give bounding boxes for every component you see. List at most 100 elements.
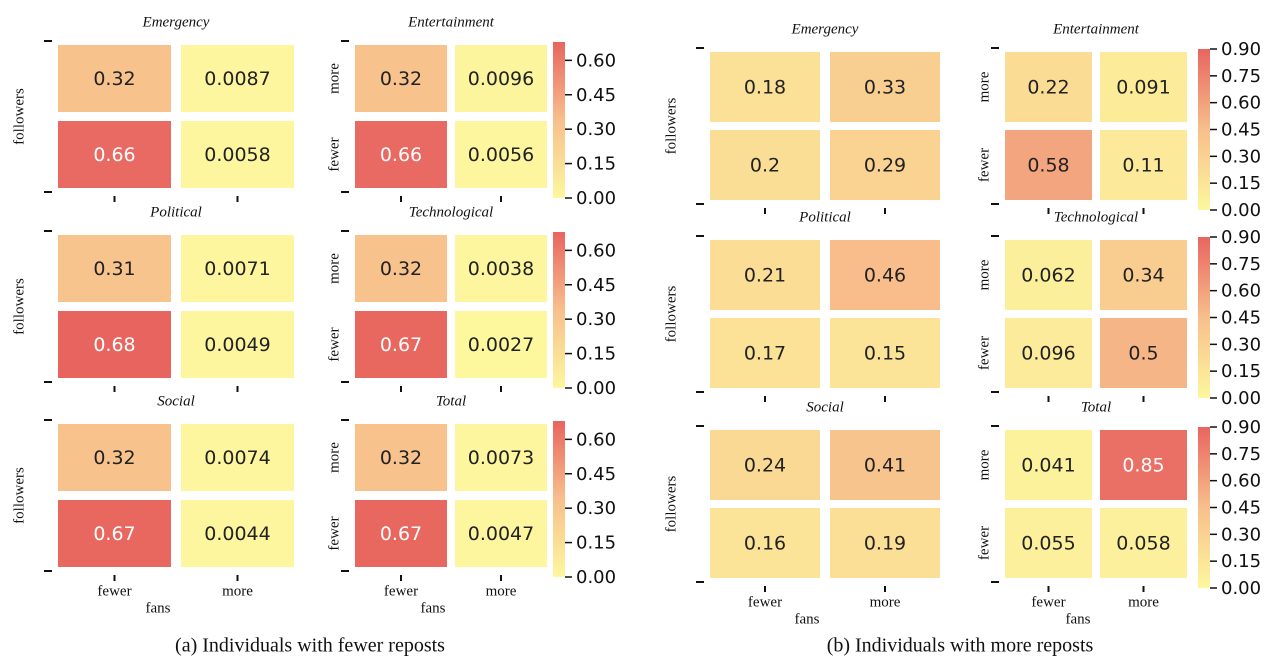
colorbar-tick-label: 0.45	[1221, 120, 1261, 141]
colorbar	[553, 232, 565, 388]
heatmap-cell	[455, 235, 547, 302]
colorbar-tick-label: 0.15	[1221, 173, 1261, 194]
colorbar	[553, 42, 565, 198]
x-tick-label: more	[870, 594, 901, 610]
heatmap-cell	[710, 430, 820, 500]
colorbar-tick-label: 0.30	[576, 119, 616, 140]
heatmap-cell	[181, 121, 294, 188]
heatmap-cell	[355, 45, 447, 112]
y-tick-label: fewer	[326, 516, 342, 550]
subplot-title: Technological	[1054, 209, 1138, 225]
y-axis-label: followers	[11, 278, 27, 335]
cell-label: 0.67	[93, 523, 135, 545]
caption: (a) Individuals with fewer reposts	[175, 635, 445, 657]
heatmap-cell	[1100, 318, 1187, 388]
cell-label: 0.096	[1021, 343, 1075, 365]
heatmap-cell	[355, 121, 447, 188]
cell-label: 0.32	[380, 258, 422, 280]
heatmap-cell	[830, 430, 940, 500]
cell-label: 0.29	[864, 155, 906, 177]
cell-label: 0.66	[93, 144, 135, 166]
cell-label: 0.055	[1021, 533, 1075, 555]
heatmap-cell	[355, 235, 447, 302]
cell-label: 0.5	[1128, 343, 1158, 365]
colorbar-tick-label: 0.00	[576, 378, 616, 399]
heatmap-cell	[710, 130, 820, 200]
colorbar-tick-label: 0.30	[576, 309, 616, 330]
colorbar-tick-label: 0.15	[1221, 551, 1261, 572]
cell-label: 0.67	[380, 334, 422, 356]
heatmap-cell	[1005, 430, 1092, 500]
y-axis-label: followers	[663, 98, 679, 155]
y-tick-label: more	[326, 442, 342, 473]
colorbar-tick-label: 0.90	[1221, 39, 1261, 60]
heatmap-cell	[830, 508, 940, 578]
heatmap-cell	[1005, 240, 1092, 310]
cell-label: 0.0096	[468, 68, 534, 90]
y-axis-label: followers	[11, 88, 27, 145]
cell-label: 0.0027	[468, 334, 534, 356]
heatmap-cell	[830, 52, 940, 122]
subplot-title: Social	[806, 399, 844, 415]
x-axis-label: fans	[146, 600, 171, 616]
y-tick-label: fewer	[326, 137, 342, 171]
cell-label: 0.18	[744, 77, 786, 99]
colorbar-tick-label: 0.00	[1221, 578, 1261, 599]
heatmap-cell	[455, 424, 547, 491]
x-axis-label: fans	[421, 600, 446, 616]
cell-label: 0.32	[380, 68, 422, 90]
x-axis-label: fans	[1066, 611, 1091, 627]
cell-label: 0.16	[744, 533, 786, 555]
heatmap-cell	[355, 311, 447, 378]
colorbar	[553, 421, 565, 577]
colorbar-tick-label: 0.60	[576, 240, 616, 261]
colorbar-tick-label: 0.75	[1221, 444, 1261, 465]
cell-label: 0.0049	[204, 334, 270, 356]
colorbar-tick-label: 0.75	[1221, 66, 1261, 87]
colorbar-tick-label: 0.30	[1221, 146, 1261, 167]
subplot-title: Technological	[409, 204, 493, 220]
heatmap-cell	[1005, 508, 1092, 578]
y-tick-label: more	[976, 259, 992, 290]
heatmap-cell	[181, 311, 294, 378]
cell-label: 0.46	[864, 265, 906, 287]
colorbar-tick-label: 0.60	[576, 429, 616, 450]
heatmap-cell	[181, 500, 294, 567]
heatmap-cell	[1100, 430, 1187, 500]
heatmap-cell	[58, 311, 171, 378]
cell-label: 0.85	[1122, 455, 1164, 477]
heatmap-cell	[1005, 52, 1092, 122]
x-tick-label: more	[1128, 594, 1159, 610]
colorbar-tick-label: 0.15	[576, 533, 616, 554]
cell-label: 0.0056	[468, 144, 534, 166]
cell-label: 0.66	[380, 144, 422, 166]
heatmap-cell	[710, 318, 820, 388]
colorbar-tick-label: 0.90	[1221, 417, 1261, 438]
heatmap-cell	[181, 424, 294, 491]
colorbar-tick-label: 0.60	[1221, 471, 1261, 492]
colorbar	[1198, 237, 1210, 398]
subplot-title: Political	[798, 209, 851, 225]
y-tick-label: fewer	[976, 336, 992, 370]
x-tick-label: more	[486, 583, 517, 599]
cell-label: 0.21	[744, 265, 786, 287]
subplot-title: Emergency	[791, 21, 859, 37]
heatmap-cell	[830, 240, 940, 310]
cell-label: 0.58	[1027, 155, 1069, 177]
caption: (b) Individuals with more reposts	[827, 635, 1094, 657]
cell-label: 0.22	[1027, 77, 1069, 99]
heatmap-cell	[355, 424, 447, 491]
colorbar-tick-label: 0.30	[1221, 334, 1261, 355]
heatmap-cell	[58, 500, 171, 567]
subplot-title: Social	[157, 393, 195, 409]
subplot-title: Total	[436, 393, 466, 409]
cell-label: 0.0087	[204, 68, 270, 90]
colorbar-tick-label: 0.30	[576, 498, 616, 519]
cell-label: 0.11	[1122, 155, 1164, 177]
y-tick-label: more	[976, 71, 992, 102]
colorbar-tick-label: 0.00	[576, 188, 616, 209]
cell-label: 0.15	[864, 343, 906, 365]
heatmap-cell	[455, 500, 547, 567]
heatmap-cell	[58, 235, 171, 302]
heatmap-cell	[710, 240, 820, 310]
